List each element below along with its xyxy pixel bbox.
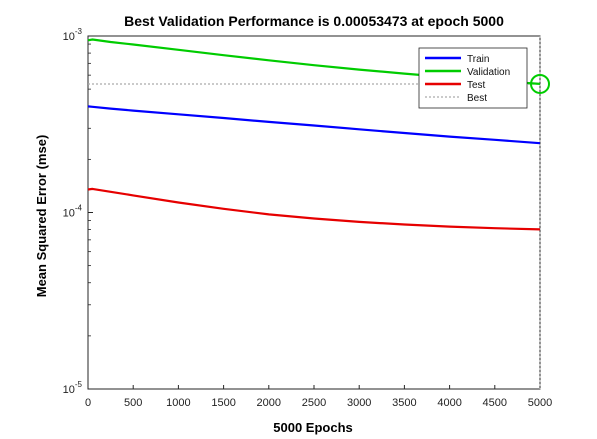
series-line-train bbox=[87, 105, 541, 145]
legend-label-train: Train bbox=[467, 54, 489, 65]
legend-label-best: Best bbox=[467, 93, 487, 104]
legend: Train Validation Test Best bbox=[418, 47, 528, 109]
x-tick-label: 4500 bbox=[483, 397, 507, 409]
x-tick-label: 5000 bbox=[528, 397, 552, 409]
x-tick-label: 500 bbox=[124, 397, 142, 409]
y-tick-label: 10-4 bbox=[63, 204, 83, 220]
y-tick-label: 10-3 bbox=[63, 27, 83, 43]
x-tick-label: 1500 bbox=[211, 397, 235, 409]
x-tick-label: 0 bbox=[85, 397, 91, 409]
x-axis-label: 5000 Epochs bbox=[273, 420, 353, 435]
x-tick-label: 2500 bbox=[302, 397, 326, 409]
chart-title: Best Validation Performance is 0.0005347… bbox=[124, 13, 504, 29]
x-tick-label: 3000 bbox=[347, 397, 371, 409]
legend-label-test: Test bbox=[467, 80, 486, 91]
legend-label-validation: Validation bbox=[467, 67, 510, 78]
x-tick-label: 3500 bbox=[392, 397, 416, 409]
x-tick-label: 4000 bbox=[437, 397, 461, 409]
ticks-layer: 0 500 1000 1500 2000 2500 3000 3500 4000 4500 5000… bbox=[63, 27, 553, 409]
series-line-test bbox=[87, 187, 541, 231]
x-tick-label: 2000 bbox=[257, 397, 281, 409]
y-axis-label: Mean Squared Error (mse) bbox=[34, 135, 49, 298]
y-tick-label: 10-5 bbox=[63, 380, 83, 396]
x-tick-label: 1000 bbox=[166, 397, 190, 409]
